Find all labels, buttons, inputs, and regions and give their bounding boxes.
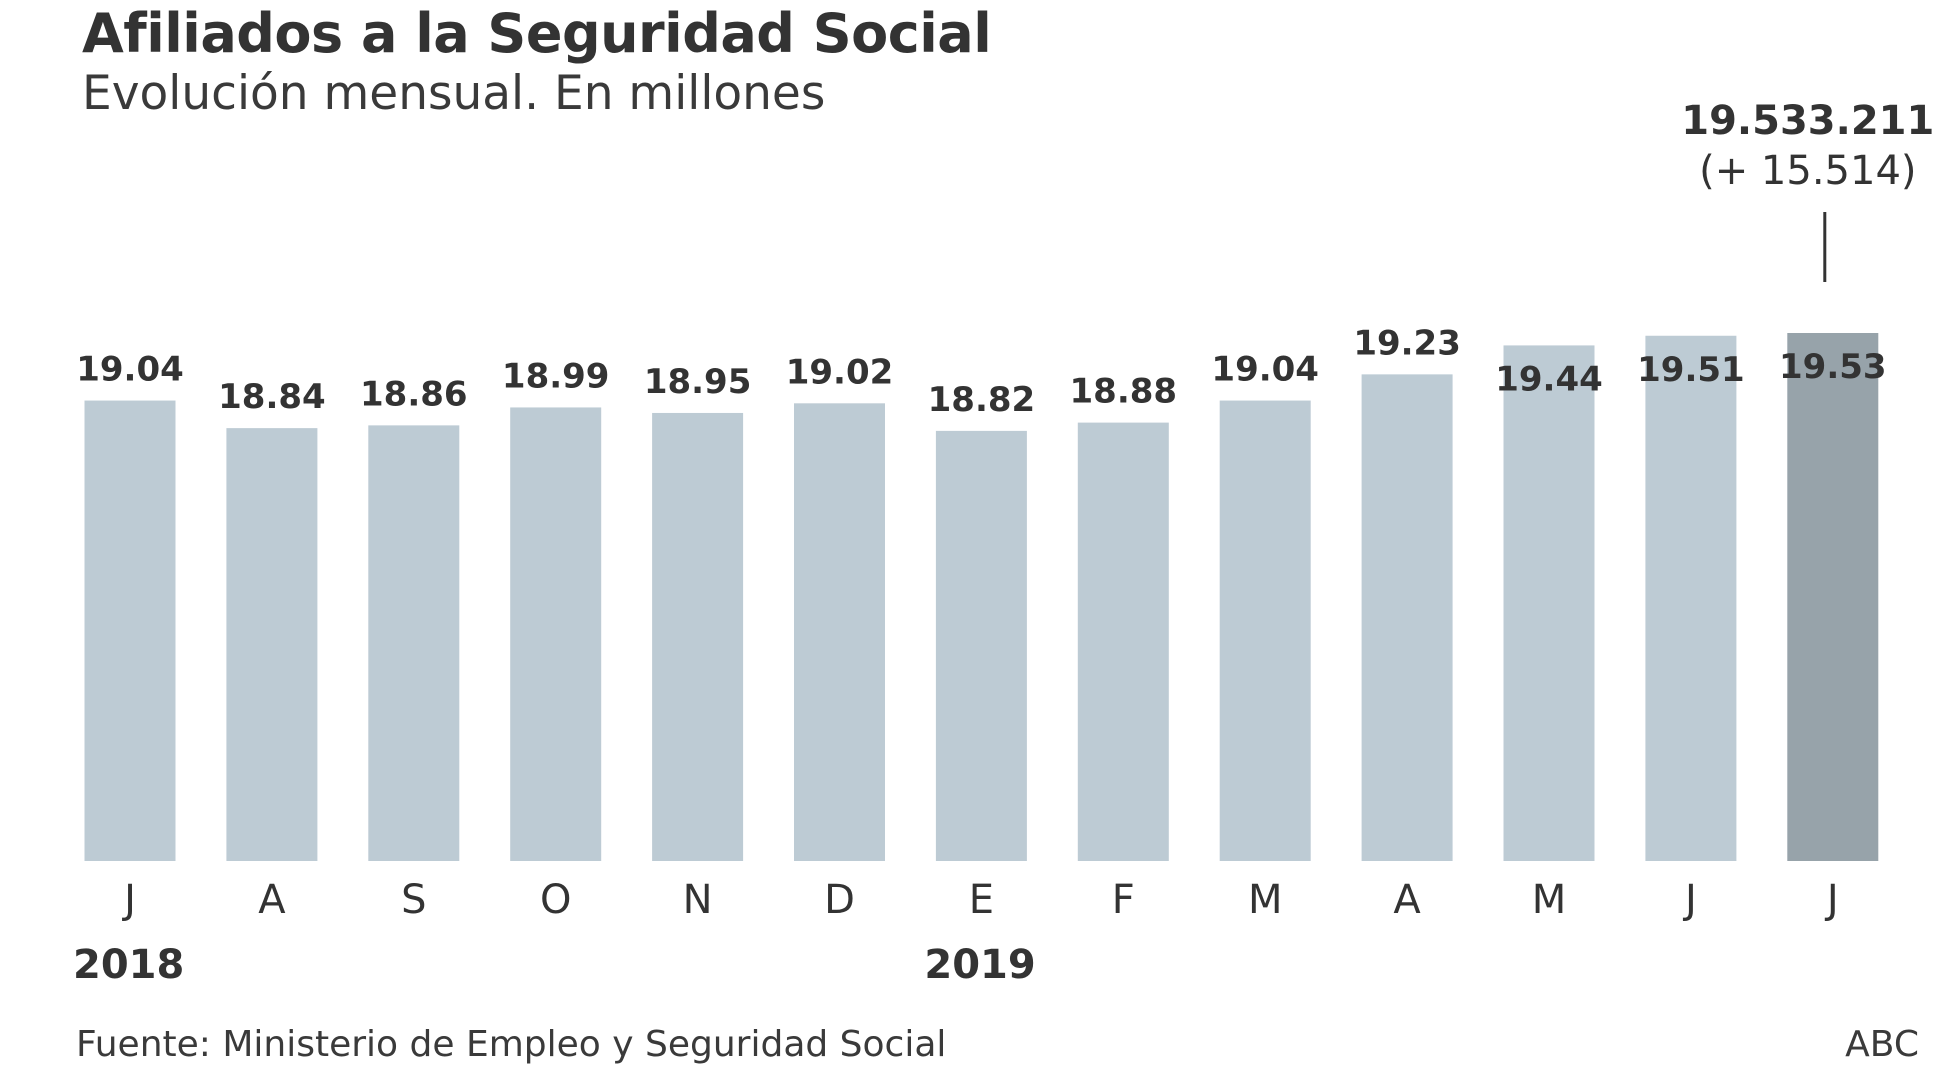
x-tick-label-11: M	[1532, 877, 1567, 923]
bar-7	[935, 430, 1027, 861]
publisher-credit: ABC	[1845, 1024, 1919, 1065]
bar-value-label-8: 18.88	[1070, 372, 1178, 412]
bar-value-label-6: 19.02	[786, 352, 894, 392]
bar-value-label-13: 19.53	[1779, 347, 1887, 387]
x-tick-label-9: M	[1248, 877, 1283, 923]
x-tick-label-6: D	[824, 877, 855, 923]
x-tick-label-3: S	[401, 877, 426, 923]
bar-6	[794, 403, 885, 861]
annotation-total: 19.533.211	[1681, 98, 1934, 144]
x-tick-label-2: A	[258, 877, 286, 923]
bar-value-label-1: 19.04	[76, 350, 184, 390]
bar-12	[1645, 335, 1737, 861]
bar-value-label-2: 18.84	[218, 377, 326, 417]
bar-value-label-12: 19.51	[1637, 350, 1745, 390]
bar-9	[1219, 400, 1311, 861]
source-note: Fuente: Ministerio de Empleo y Seguridad…	[76, 1024, 947, 1065]
bar-4	[510, 407, 602, 861]
bar-value-label-9: 19.04	[1211, 350, 1319, 390]
annotation-change: (+ 15.514)	[1699, 148, 1916, 194]
x-tick-label-1: J	[121, 877, 136, 923]
x-tick-label-4: O	[540, 877, 571, 923]
year-label-2018: 2018	[73, 942, 184, 988]
bar-3	[368, 425, 460, 861]
bar-5	[652, 412, 744, 861]
x-tick-label-13: J	[1824, 877, 1839, 923]
bar-13	[1787, 333, 1879, 861]
x-tick-label-8: F	[1112, 877, 1135, 923]
chart-title: Afiliados a la Seguridad Social	[82, 2, 992, 65]
bar-11	[1503, 345, 1595, 861]
bar-value-label-11: 19.44	[1495, 359, 1603, 399]
bar-value-label-7: 18.82	[928, 380, 1036, 420]
year-label-2019: 2019	[924, 942, 1035, 988]
bar-2	[226, 428, 318, 861]
bar-value-label-3: 18.86	[360, 374, 468, 414]
x-tick-label-10: A	[1393, 877, 1421, 923]
bar-value-label-4: 18.99	[502, 356, 610, 396]
bar-value-label-10: 19.23	[1353, 323, 1461, 363]
x-tick-label-7: E	[969, 877, 994, 923]
bar-value-label-5: 18.95	[644, 362, 752, 402]
chart-subtitle: Evolución mensual. En millones	[82, 66, 826, 121]
bar-10	[1361, 374, 1453, 861]
bar-1	[84, 400, 176, 861]
x-tick-label-5: N	[683, 877, 713, 923]
bar-8	[1077, 422, 1169, 861]
x-tick-label-12: J	[1682, 877, 1697, 923]
